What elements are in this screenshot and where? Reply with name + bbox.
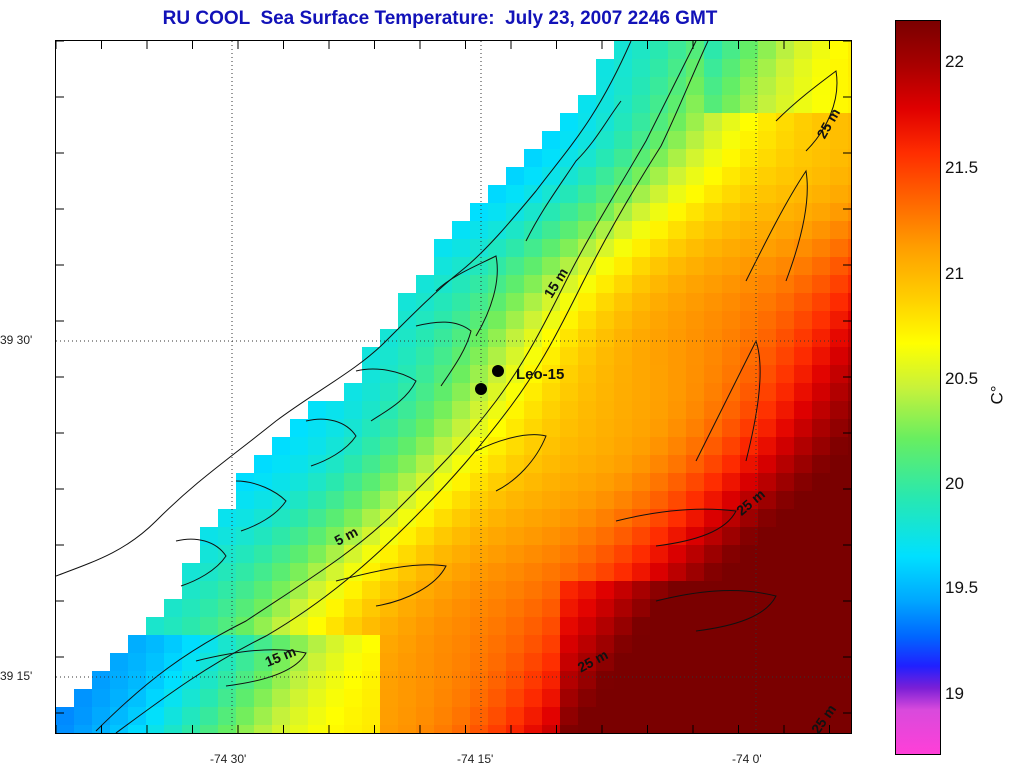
- station-markers: [475, 365, 504, 395]
- sst-map[interactable]: Leo-15 25 m 15 m 5 m 15 m 25 m 25 m 25 m: [55, 40, 852, 734]
- temperature-colorbar: [895, 20, 941, 755]
- lon-label-2: -74 15': [457, 752, 494, 766]
- lat-label-2: 39 15': [0, 669, 33, 683]
- colorbar-tick-1: 22: [945, 52, 964, 71]
- colorbar-unit: C°: [987, 385, 1007, 405]
- coastline: [56, 41, 838, 733]
- graticule: [56, 41, 851, 733]
- station-label: Leo-15: [516, 366, 564, 383]
- chart-title: RU COOL Sea Surface Temperature: July 23…: [162, 8, 718, 29]
- station-marker-south: [475, 383, 487, 395]
- tick-marks: [56, 41, 851, 733]
- colorbar-tick-7: 19: [945, 684, 964, 703]
- colorbar-tick-3: 21: [945, 264, 964, 283]
- colorbar-tick-4: 20.5: [945, 369, 979, 388]
- colorbar-tick-6: 19.5: [945, 578, 979, 597]
- lon-label-3: -74 0': [732, 752, 762, 766]
- temperature-grid: [56, 41, 851, 733]
- lon-label-1: -74 30': [210, 752, 247, 766]
- lat-label-1: 39 30': [0, 333, 33, 347]
- colorbar-tick-2: 21.5: [945, 158, 979, 177]
- colorbar-tick-5: 20: [945, 474, 964, 493]
- station-marker-north: [492, 365, 504, 377]
